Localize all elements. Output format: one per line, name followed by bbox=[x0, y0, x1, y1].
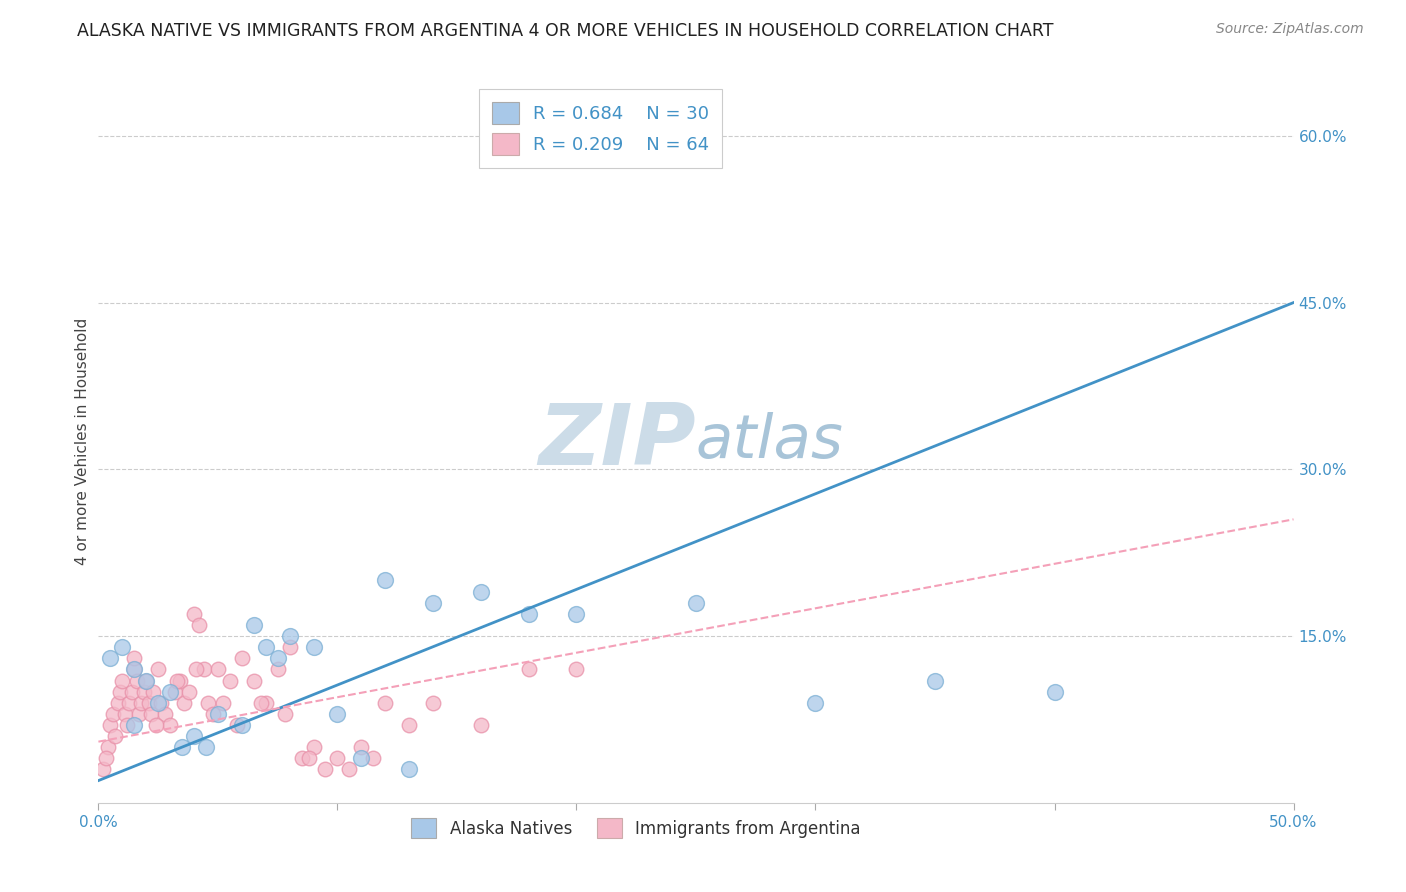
Text: ZIP: ZIP bbox=[538, 400, 696, 483]
Point bbox=[398, 718, 420, 732]
Point bbox=[422, 696, 444, 710]
Point bbox=[243, 673, 266, 688]
Text: Source: ZipAtlas.com: Source: ZipAtlas.com bbox=[1216, 22, 1364, 37]
Point bbox=[243, 618, 266, 632]
Point bbox=[135, 673, 157, 688]
Point bbox=[138, 696, 160, 710]
Point bbox=[124, 718, 146, 732]
Point bbox=[517, 607, 540, 621]
Point bbox=[254, 640, 277, 655]
Point bbox=[97, 740, 120, 755]
Point bbox=[254, 696, 277, 710]
Point bbox=[278, 629, 301, 643]
Point bbox=[231, 718, 253, 732]
Point bbox=[118, 696, 141, 710]
Point bbox=[207, 706, 229, 721]
Point bbox=[124, 662, 146, 676]
Point bbox=[350, 740, 373, 755]
Point bbox=[155, 706, 177, 721]
Point bbox=[207, 662, 229, 676]
Text: ALASKA NATIVE VS IMMIGRANTS FROM ARGENTINA 4 OR MORE VEHICLES IN HOUSEHOLD CORRE: ALASKA NATIVE VS IMMIGRANTS FROM ARGENTI… bbox=[77, 22, 1054, 40]
Point bbox=[128, 706, 150, 721]
Point bbox=[169, 673, 191, 688]
Point bbox=[187, 618, 209, 632]
Point bbox=[226, 718, 249, 732]
Point bbox=[231, 651, 253, 665]
Point bbox=[374, 696, 396, 710]
Point bbox=[278, 640, 301, 655]
Point bbox=[183, 729, 205, 743]
Point bbox=[98, 718, 122, 732]
Point bbox=[139, 706, 162, 721]
Point bbox=[685, 596, 707, 610]
Point bbox=[363, 751, 385, 765]
Point bbox=[111, 640, 134, 655]
Point bbox=[326, 751, 349, 765]
Point bbox=[339, 763, 361, 777]
Point bbox=[298, 751, 321, 765]
Point bbox=[101, 706, 124, 721]
Point bbox=[173, 696, 195, 710]
Point bbox=[132, 684, 155, 698]
Point bbox=[517, 662, 540, 676]
Point bbox=[470, 718, 492, 732]
Point bbox=[149, 696, 172, 710]
Point bbox=[302, 640, 325, 655]
Point bbox=[250, 696, 273, 710]
Point bbox=[98, 651, 122, 665]
Point bbox=[193, 662, 215, 676]
Point bbox=[166, 673, 188, 688]
Point bbox=[115, 718, 138, 732]
Point bbox=[350, 751, 373, 765]
Point bbox=[107, 696, 129, 710]
Point bbox=[565, 607, 588, 621]
Point bbox=[131, 696, 153, 710]
Point bbox=[1043, 684, 1066, 698]
Y-axis label: 4 or more Vehicles in Household: 4 or more Vehicles in Household bbox=[75, 318, 90, 566]
Point bbox=[111, 673, 134, 688]
Point bbox=[124, 662, 146, 676]
Point bbox=[142, 684, 165, 698]
Point bbox=[202, 706, 225, 721]
Point bbox=[804, 696, 827, 710]
Point bbox=[114, 706, 136, 721]
Point bbox=[470, 584, 492, 599]
Text: atlas: atlas bbox=[696, 412, 844, 471]
Point bbox=[94, 751, 117, 765]
Point bbox=[159, 718, 181, 732]
Point bbox=[195, 740, 218, 755]
Point bbox=[91, 763, 114, 777]
Point bbox=[274, 706, 297, 721]
Point bbox=[104, 729, 127, 743]
Point bbox=[398, 763, 420, 777]
Point bbox=[267, 662, 290, 676]
Legend: Alaska Natives, Immigrants from Argentina: Alaska Natives, Immigrants from Argentin… bbox=[405, 812, 868, 845]
Point bbox=[326, 706, 349, 721]
Point bbox=[148, 662, 170, 676]
Point bbox=[121, 684, 143, 698]
Point bbox=[148, 696, 170, 710]
Point bbox=[145, 718, 167, 732]
Point bbox=[565, 662, 588, 676]
Point bbox=[124, 651, 146, 665]
Point bbox=[172, 740, 194, 755]
Point bbox=[186, 662, 208, 676]
Point bbox=[197, 696, 219, 710]
Point bbox=[422, 596, 444, 610]
Point bbox=[159, 684, 181, 698]
Point bbox=[125, 673, 148, 688]
Point bbox=[374, 574, 396, 588]
Point bbox=[135, 673, 157, 688]
Point bbox=[211, 696, 233, 710]
Point bbox=[183, 607, 205, 621]
Point bbox=[219, 673, 242, 688]
Point bbox=[108, 684, 131, 698]
Point bbox=[302, 740, 325, 755]
Point bbox=[267, 651, 290, 665]
Point bbox=[924, 673, 946, 688]
Point bbox=[179, 684, 201, 698]
Point bbox=[315, 763, 337, 777]
Point bbox=[163, 684, 186, 698]
Point bbox=[291, 751, 314, 765]
